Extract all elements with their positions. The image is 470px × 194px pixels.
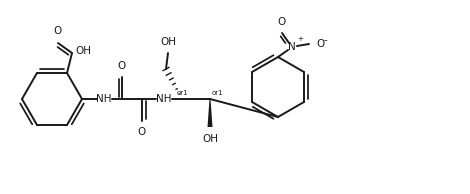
Polygon shape xyxy=(207,99,212,127)
Text: or1: or1 xyxy=(212,90,224,96)
Text: NH: NH xyxy=(96,94,112,104)
Text: O: O xyxy=(137,127,145,137)
Text: O: O xyxy=(117,61,125,71)
Text: O: O xyxy=(53,26,61,36)
Text: or1: or1 xyxy=(176,90,188,96)
Text: OH: OH xyxy=(202,134,218,144)
Text: -: - xyxy=(324,35,328,45)
Text: OH: OH xyxy=(160,37,176,47)
Text: NH: NH xyxy=(156,94,172,104)
Text: O: O xyxy=(316,39,324,49)
Text: O: O xyxy=(277,17,285,27)
Text: N: N xyxy=(288,42,296,52)
Text: OH: OH xyxy=(75,46,91,56)
Text: +: + xyxy=(297,36,303,42)
